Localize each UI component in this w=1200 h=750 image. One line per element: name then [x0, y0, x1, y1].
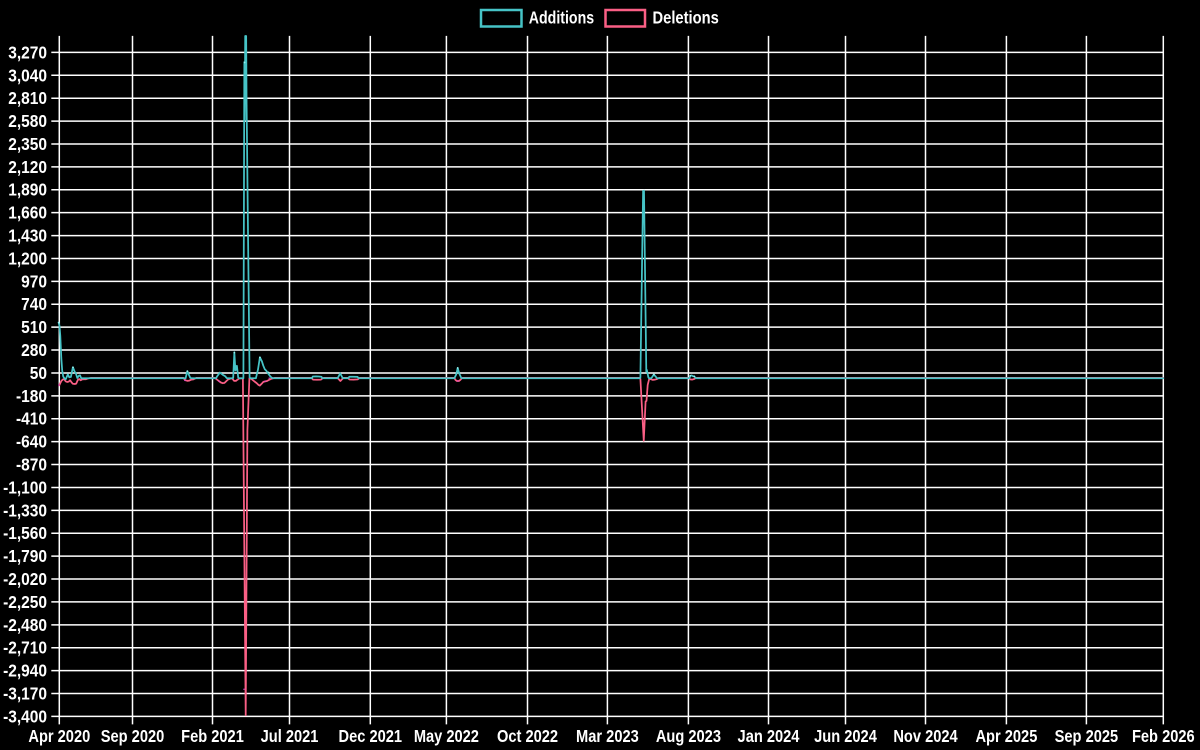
- svg-text:Oct 2022: Oct 2022: [497, 726, 558, 746]
- svg-text:Feb 2026: Feb 2026: [1132, 726, 1195, 746]
- svg-text:Deletions: Deletions: [653, 8, 719, 28]
- svg-text:-2,710: -2,710: [3, 638, 47, 658]
- svg-text:970: 970: [21, 271, 47, 291]
- svg-text:Additions: Additions: [529, 8, 594, 28]
- svg-text:1,660: 1,660: [8, 203, 47, 223]
- svg-text:2,120: 2,120: [8, 157, 47, 177]
- svg-text:-3,400: -3,400: [3, 706, 47, 726]
- svg-text:Apr 2020: Apr 2020: [28, 726, 90, 746]
- svg-text:Jun 2024: Jun 2024: [814, 726, 877, 746]
- svg-text:2,350: 2,350: [8, 134, 47, 154]
- svg-text:1,200: 1,200: [8, 248, 47, 268]
- svg-text:Jan 2024: Jan 2024: [738, 726, 801, 746]
- svg-text:-410: -410: [16, 409, 47, 429]
- svg-text:-2,020: -2,020: [3, 569, 47, 589]
- svg-text:-1,560: -1,560: [3, 523, 47, 543]
- svg-text:280: 280: [21, 340, 47, 360]
- svg-text:Sep 2025: Sep 2025: [1055, 726, 1119, 746]
- svg-text:740: 740: [21, 294, 47, 314]
- svg-text:1,890: 1,890: [8, 180, 47, 200]
- svg-text:Mar 2023: Mar 2023: [576, 726, 639, 746]
- svg-text:Nov 2024: Nov 2024: [893, 726, 958, 746]
- svg-text:-2,480: -2,480: [3, 615, 47, 635]
- svg-text:3,270: 3,270: [8, 42, 47, 62]
- svg-text:1,430: 1,430: [8, 225, 47, 245]
- svg-text:3,040: 3,040: [8, 65, 47, 85]
- svg-text:-1,330: -1,330: [3, 500, 47, 520]
- svg-text:Aug 2023: Aug 2023: [656, 726, 721, 746]
- svg-text:Jul 2021: Jul 2021: [261, 726, 319, 746]
- svg-text:-180: -180: [16, 386, 47, 406]
- svg-text:May 2022: May 2022: [414, 726, 479, 746]
- svg-text:50: 50: [30, 363, 47, 383]
- svg-text:Feb 2021: Feb 2021: [181, 726, 244, 746]
- svg-text:-3,170: -3,170: [3, 683, 47, 703]
- svg-text:-870: -870: [16, 454, 47, 474]
- svg-text:-2,940: -2,940: [3, 661, 47, 681]
- svg-text:Apr 2025: Apr 2025: [975, 726, 1037, 746]
- svg-text:2,580: 2,580: [8, 111, 47, 131]
- svg-text:-2,250: -2,250: [3, 592, 47, 612]
- svg-text:2,810: 2,810: [8, 88, 47, 108]
- svg-text:-1,100: -1,100: [3, 477, 47, 497]
- svg-text:Sep 2020: Sep 2020: [101, 726, 165, 746]
- svg-text:Dec 2021: Dec 2021: [339, 726, 403, 746]
- svg-text:-640: -640: [16, 432, 47, 452]
- svg-text:-1,790: -1,790: [3, 546, 47, 566]
- svg-text:510: 510: [21, 317, 47, 337]
